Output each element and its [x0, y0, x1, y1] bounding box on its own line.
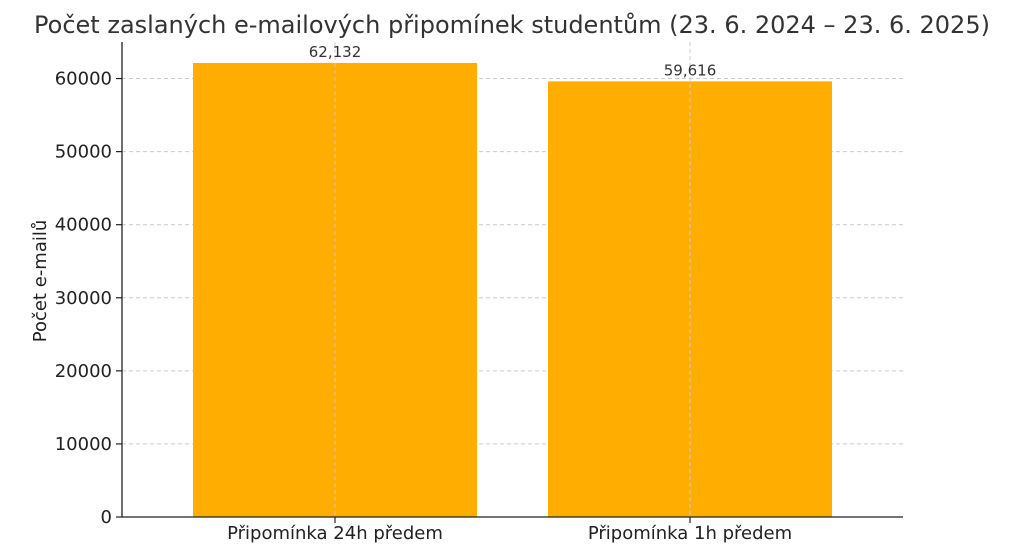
y-tick-label: 30000 — [55, 288, 112, 309]
y-tick-label: 20000 — [55, 361, 112, 382]
axes — [116, 42, 903, 523]
y-tick-label: 10000 — [55, 434, 112, 455]
y-tick-label: 60000 — [55, 69, 112, 90]
chart-title: Počet zaslaných e-mailových připomínek s… — [34, 11, 990, 39]
y-tick-label: 0 — [101, 507, 112, 528]
y-tick-label: 40000 — [55, 215, 112, 236]
bar-value-label: 59,616 — [664, 61, 717, 79]
labels: 0 10000 20000 30000 40000 50000 60000 Připomínk… — [55, 43, 792, 544]
y-axis-title: Počet e-mailů — [30, 220, 51, 343]
y-tick-label: 50000 — [55, 142, 112, 163]
vertical-grid-lines — [334, 42, 691, 517]
bar-value-label: 62,132 — [309, 43, 362, 61]
x-tick-label: Připomínka 1h předem — [588, 523, 792, 544]
x-tick-label: Připomínka 24h předem — [227, 523, 443, 544]
bars — [193, 62, 832, 518]
